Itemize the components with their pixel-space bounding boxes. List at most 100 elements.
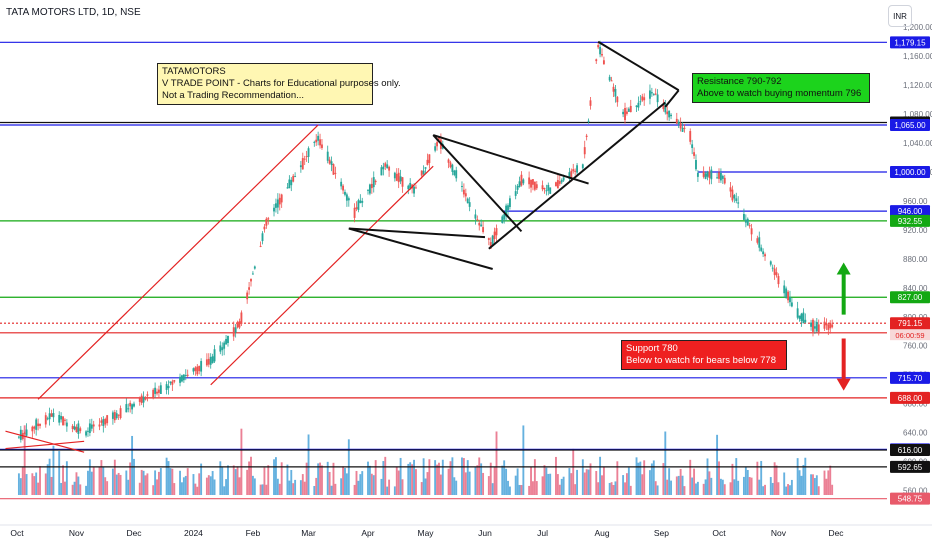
candle-body xyxy=(85,431,87,436)
candle-body xyxy=(100,420,103,423)
volume-bar xyxy=(664,431,667,495)
volume-bar xyxy=(181,482,183,495)
volume-bar xyxy=(154,470,157,495)
candle-body xyxy=(209,356,212,365)
candle-body xyxy=(345,194,348,201)
volume-bar xyxy=(326,461,329,495)
x-tick-label: Aug xyxy=(594,528,609,538)
candle-body xyxy=(25,429,28,436)
candle-body xyxy=(800,313,803,322)
candle-body xyxy=(815,321,818,332)
volume-bar xyxy=(261,484,264,495)
volume-bar xyxy=(286,464,289,495)
volume-bar xyxy=(533,459,536,495)
volume-bar xyxy=(88,459,91,495)
trend-line xyxy=(488,101,666,250)
volume-bar xyxy=(92,467,95,495)
volume-bar xyxy=(691,477,694,495)
volume-bar xyxy=(370,473,373,495)
volume-bar xyxy=(487,476,490,495)
candle-body xyxy=(261,233,264,242)
candle-body xyxy=(131,404,134,410)
y-tick-label: 680.00 xyxy=(903,400,928,409)
volume-bar xyxy=(194,483,197,495)
candle-body xyxy=(319,139,321,146)
y-tick-label: 1,200.00 xyxy=(903,23,932,32)
volume-bar xyxy=(468,471,471,495)
candle-body xyxy=(635,105,638,107)
volume-bar xyxy=(654,481,657,495)
volume-bar xyxy=(307,434,310,495)
volume-bar xyxy=(723,484,726,495)
candle-body xyxy=(73,426,76,430)
candle-body xyxy=(52,413,55,418)
candle-body xyxy=(535,184,538,189)
volume-bar xyxy=(493,466,496,495)
volume-bar xyxy=(624,482,626,495)
candle-body xyxy=(165,384,168,390)
candle-body xyxy=(489,242,492,249)
candle-body xyxy=(434,146,437,151)
volume-bar xyxy=(764,484,766,495)
candle-body xyxy=(276,199,279,208)
candle-body xyxy=(737,202,740,204)
candle-body xyxy=(622,111,625,115)
candle-body xyxy=(370,183,373,189)
trend-line xyxy=(37,124,319,400)
volume-bar xyxy=(641,474,644,495)
candle-body xyxy=(718,172,720,179)
candle-body xyxy=(480,224,483,227)
level-price-tag xyxy=(890,291,930,304)
candle-body xyxy=(181,375,183,382)
y-tick-label: 640.00 xyxy=(903,429,928,438)
volume-bar xyxy=(424,478,427,495)
volume-bar xyxy=(198,473,201,495)
candle-body xyxy=(436,142,438,147)
volume-bar xyxy=(125,470,128,495)
candle-body xyxy=(649,90,651,99)
volume-bar xyxy=(802,464,805,495)
level-price-label: 592.65 xyxy=(898,463,923,472)
candle-body xyxy=(388,166,391,171)
candle-body xyxy=(301,158,304,170)
candle-body xyxy=(156,391,158,394)
volume-bar xyxy=(171,468,174,495)
volume-bar xyxy=(305,462,308,495)
volume-bar xyxy=(572,448,575,495)
y-tick-label: 1,080.00 xyxy=(903,110,932,119)
volume-bar xyxy=(169,468,172,495)
volume-bar xyxy=(742,476,745,495)
candle-body xyxy=(77,423,80,434)
candle-body xyxy=(171,381,174,385)
candle-body xyxy=(668,110,671,118)
candle-body xyxy=(267,218,270,220)
volume-bar xyxy=(735,458,738,495)
volume-bar xyxy=(422,458,425,495)
volume-bar xyxy=(140,469,143,495)
y-tick-label: 1,120.00 xyxy=(903,81,932,90)
candle-body xyxy=(196,366,199,375)
candle-body xyxy=(675,118,678,124)
volume-bar xyxy=(253,478,256,495)
level-price-label: 616.00 xyxy=(898,446,923,455)
candle-body xyxy=(422,170,425,175)
candle-body xyxy=(702,171,705,177)
candle-body xyxy=(785,288,788,298)
candle-body xyxy=(92,424,95,427)
candle-body xyxy=(207,358,210,365)
volume-bar xyxy=(708,471,711,495)
x-tick-label: Jul xyxy=(537,528,548,538)
volume-bar xyxy=(225,479,228,495)
volume-bar xyxy=(555,456,557,495)
currency-selector[interactable]: INR xyxy=(888,5,912,27)
volume-bar xyxy=(276,478,279,495)
candle-body xyxy=(570,170,573,179)
candle-body xyxy=(167,385,170,389)
candle-body xyxy=(399,176,402,182)
candle-body xyxy=(742,214,745,220)
volume-bar xyxy=(670,480,672,495)
level-price-tag xyxy=(890,460,930,473)
volume-bar xyxy=(813,478,816,495)
candle-body xyxy=(825,323,828,326)
volume-bar xyxy=(831,484,834,495)
